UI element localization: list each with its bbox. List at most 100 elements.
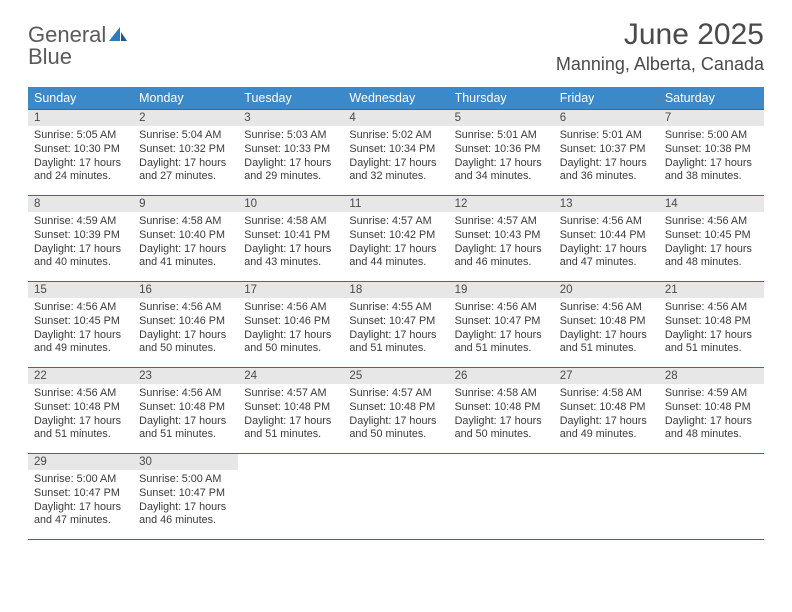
sunset-line: Sunset: 10:48 PM (34, 401, 127, 415)
month-title: June 2025 (556, 18, 764, 52)
day-number: 13 (554, 196, 659, 212)
weekday-header: Tuesday (238, 87, 343, 110)
sunset-line: Sunset: 10:48 PM (560, 315, 653, 329)
sunset-line: Sunset: 10:48 PM (665, 315, 758, 329)
sunrise-line: Sunrise: 4:55 AM (349, 301, 442, 315)
day-number: 15 (28, 282, 133, 298)
day-number: 6 (554, 110, 659, 126)
sunrise-line: Sunrise: 4:57 AM (244, 387, 337, 401)
day-details: Sunrise: 4:58 AMSunset: 10:48 PMDaylight… (449, 384, 554, 446)
daylight-line: and 34 minutes. (455, 170, 548, 184)
day-number: 22 (28, 368, 133, 384)
sunrise-line: Sunrise: 4:59 AM (665, 387, 758, 401)
day-details: Sunrise: 4:56 AMSunset: 10:48 PMDaylight… (133, 384, 238, 446)
title-block: June 2025 Manning, Alberta, Canada (556, 18, 764, 75)
daylight-line: and 46 minutes. (455, 256, 548, 270)
daylight-line: and 27 minutes. (139, 170, 232, 184)
day-details: Sunrise: 4:58 AMSunset: 10:41 PMDaylight… (238, 212, 343, 274)
sunrise-line: Sunrise: 4:56 AM (560, 215, 653, 229)
day-details: Sunrise: 5:00 AMSunset: 10:47 PMDaylight… (28, 470, 133, 532)
sunrise-line: Sunrise: 4:58 AM (244, 215, 337, 229)
daylight-line: and 24 minutes. (34, 170, 127, 184)
day-number: 10 (238, 196, 343, 212)
daylight-line: and 48 minutes. (665, 256, 758, 270)
day-details: Sunrise: 4:56 AMSunset: 10:45 PMDaylight… (659, 212, 764, 274)
calendar-table: Sunday Monday Tuesday Wednesday Thursday… (28, 87, 764, 540)
daylight-line: Daylight: 17 hours (665, 243, 758, 257)
calendar-day-cell: 23Sunrise: 4:56 AMSunset: 10:48 PMDaylig… (133, 368, 238, 454)
calendar-day-cell: 3Sunrise: 5:03 AMSunset: 10:33 PMDayligh… (238, 110, 343, 196)
sunrise-line: Sunrise: 4:56 AM (665, 301, 758, 315)
day-details: Sunrise: 5:02 AMSunset: 10:34 PMDaylight… (343, 126, 448, 188)
daylight-line: and 49 minutes. (34, 342, 127, 356)
calendar-day-cell: 13Sunrise: 4:56 AMSunset: 10:44 PMDaylig… (554, 196, 659, 282)
daylight-line: Daylight: 17 hours (244, 329, 337, 343)
daylight-line: Daylight: 17 hours (34, 157, 127, 171)
sunset-line: Sunset: 10:32 PM (139, 143, 232, 157)
calendar-day-cell: 24Sunrise: 4:57 AMSunset: 10:48 PMDaylig… (238, 368, 343, 454)
calendar-week-row: 1Sunrise: 5:05 AMSunset: 10:30 PMDayligh… (28, 110, 764, 196)
sunrise-line: Sunrise: 5:00 AM (139, 473, 232, 487)
daylight-line: Daylight: 17 hours (244, 415, 337, 429)
sunset-line: Sunset: 10:47 PM (349, 315, 442, 329)
daylight-line: and 47 minutes. (560, 256, 653, 270)
day-details: Sunrise: 4:59 AMSunset: 10:39 PMDaylight… (28, 212, 133, 274)
calendar-day-cell: .. (343, 454, 448, 540)
sunrise-line: Sunrise: 4:56 AM (455, 301, 548, 315)
daylight-line: and 47 minutes. (34, 514, 127, 528)
calendar-day-cell: 22Sunrise: 4:56 AMSunset: 10:48 PMDaylig… (28, 368, 133, 454)
daylight-line: Daylight: 17 hours (349, 243, 442, 257)
sunset-line: Sunset: 10:48 PM (560, 401, 653, 415)
day-number: 16 (133, 282, 238, 298)
day-details: Sunrise: 4:57 AMSunset: 10:48 PMDaylight… (238, 384, 343, 446)
daylight-line: Daylight: 17 hours (560, 415, 653, 429)
calendar-day-cell: 27Sunrise: 4:58 AMSunset: 10:48 PMDaylig… (554, 368, 659, 454)
day-number: 20 (554, 282, 659, 298)
calendar-day-cell: 26Sunrise: 4:58 AMSunset: 10:48 PMDaylig… (449, 368, 554, 454)
daylight-line: Daylight: 17 hours (139, 157, 232, 171)
day-number: 26 (449, 368, 554, 384)
sunset-line: Sunset: 10:34 PM (349, 143, 442, 157)
calendar-week-row: 22Sunrise: 4:56 AMSunset: 10:48 PMDaylig… (28, 368, 764, 454)
daylight-line: Daylight: 17 hours (139, 415, 232, 429)
daylight-line: and 51 minutes. (34, 428, 127, 442)
daylight-line: Daylight: 17 hours (665, 329, 758, 343)
sunset-line: Sunset: 10:47 PM (455, 315, 548, 329)
day-number: 1 (28, 110, 133, 126)
sunset-line: Sunset: 10:33 PM (244, 143, 337, 157)
weekday-header: Friday (554, 87, 659, 110)
day-number: 12 (449, 196, 554, 212)
sunrise-line: Sunrise: 4:56 AM (560, 301, 653, 315)
day-details: Sunrise: 4:56 AMSunset: 10:48 PMDaylight… (554, 298, 659, 360)
daylight-line: Daylight: 17 hours (560, 243, 653, 257)
sunrise-line: Sunrise: 4:57 AM (455, 215, 548, 229)
daylight-line: Daylight: 17 hours (349, 415, 442, 429)
daylight-line: and 41 minutes. (139, 256, 232, 270)
day-number: 7 (659, 110, 764, 126)
calendar-day-cell: 20Sunrise: 4:56 AMSunset: 10:48 PMDaylig… (554, 282, 659, 368)
calendar-day-cell: 7Sunrise: 5:00 AMSunset: 10:38 PMDayligh… (659, 110, 764, 196)
daylight-line: and 36 minutes. (560, 170, 653, 184)
sunrise-line: Sunrise: 4:56 AM (34, 301, 127, 315)
calendar-day-cell: 10Sunrise: 4:58 AMSunset: 10:41 PMDaylig… (238, 196, 343, 282)
day-details: Sunrise: 4:58 AMSunset: 10:40 PMDaylight… (133, 212, 238, 274)
day-details: Sunrise: 4:57 AMSunset: 10:42 PMDaylight… (343, 212, 448, 274)
daylight-line: and 38 minutes. (665, 170, 758, 184)
calendar-week-row: 15Sunrise: 4:56 AMSunset: 10:45 PMDaylig… (28, 282, 764, 368)
sunset-line: Sunset: 10:48 PM (665, 401, 758, 415)
calendar-day-cell: 12Sunrise: 4:57 AMSunset: 10:43 PMDaylig… (449, 196, 554, 282)
day-details: Sunrise: 4:57 AMSunset: 10:48 PMDaylight… (343, 384, 448, 446)
daylight-line: and 44 minutes. (349, 256, 442, 270)
calendar-day-cell: .. (659, 454, 764, 540)
calendar-day-cell: 14Sunrise: 4:56 AMSunset: 10:45 PMDaylig… (659, 196, 764, 282)
sunrise-line: Sunrise: 4:57 AM (349, 387, 442, 401)
calendar-week-row: 8Sunrise: 4:59 AMSunset: 10:39 PMDayligh… (28, 196, 764, 282)
daylight-line: and 48 minutes. (665, 428, 758, 442)
sunrise-line: Sunrise: 4:56 AM (34, 387, 127, 401)
sunrise-line: Sunrise: 5:00 AM (665, 129, 758, 143)
daylight-line: Daylight: 17 hours (34, 501, 127, 515)
daylight-line: and 51 minutes. (139, 428, 232, 442)
sunrise-line: Sunrise: 4:56 AM (244, 301, 337, 315)
calendar-day-cell: 17Sunrise: 4:56 AMSunset: 10:46 PMDaylig… (238, 282, 343, 368)
calendar-day-cell: 2Sunrise: 5:04 AMSunset: 10:32 PMDayligh… (133, 110, 238, 196)
